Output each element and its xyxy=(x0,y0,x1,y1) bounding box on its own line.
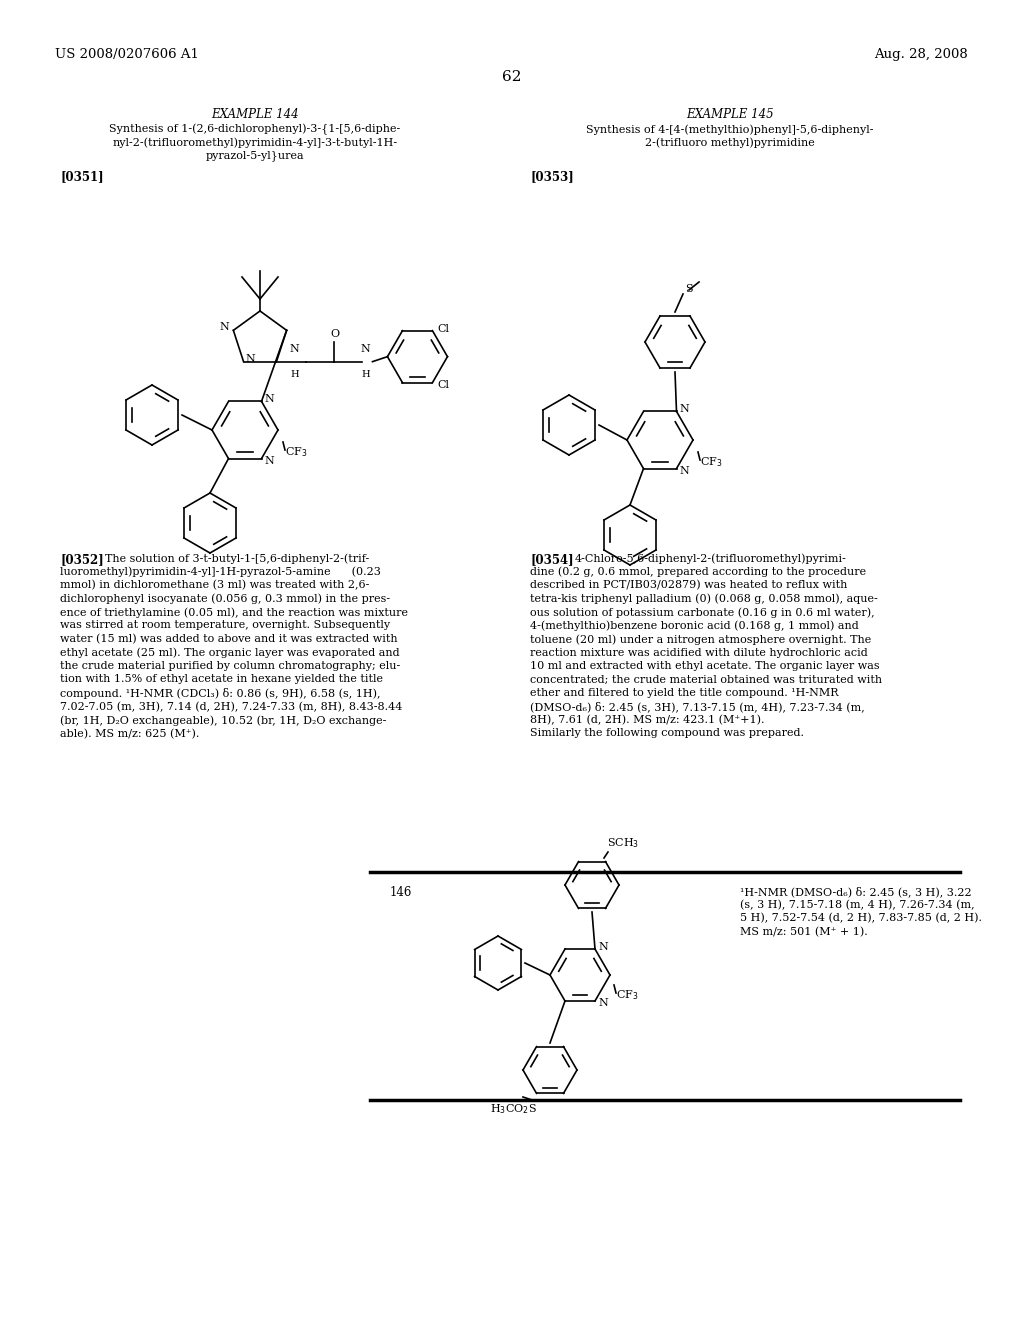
Text: H: H xyxy=(361,370,370,379)
Text: 5 H), 7.52-7.54 (d, 2 H), 7.83-7.85 (d, 2 H).: 5 H), 7.52-7.54 (d, 2 H), 7.83-7.85 (d, … xyxy=(740,913,982,924)
Text: 4-(methylthio)benzene boronic acid (0.168 g, 1 mmol) and: 4-(methylthio)benzene boronic acid (0.16… xyxy=(530,620,859,631)
Text: Cl: Cl xyxy=(437,380,450,389)
Text: reaction mixture was acidified with dilute hydrochloric acid: reaction mixture was acidified with dilu… xyxy=(530,648,867,657)
Text: N: N xyxy=(219,322,229,333)
Text: 7.02-7.05 (m, 3H), 7.14 (d, 2H), 7.24-7.33 (m, 8H), 8.43-8.44: 7.02-7.05 (m, 3H), 7.14 (d, 2H), 7.24-7.… xyxy=(60,701,402,711)
Text: pyrazol-5-yl}urea: pyrazol-5-yl}urea xyxy=(206,150,304,161)
Text: mmol) in dichloromethane (3 ml) was treated with 2,6-: mmol) in dichloromethane (3 ml) was trea… xyxy=(60,579,370,590)
Text: N: N xyxy=(360,343,371,354)
Text: (s, 3 H), 7.15-7.18 (m, 4 H), 7.26-7.34 (m,: (s, 3 H), 7.15-7.18 (m, 4 H), 7.26-7.34 … xyxy=(740,899,975,909)
Text: US 2008/0207606 A1: US 2008/0207606 A1 xyxy=(55,48,199,61)
Text: water (15 ml) was added to above and it was extracted with: water (15 ml) was added to above and it … xyxy=(60,634,397,644)
Text: Aug. 28, 2008: Aug. 28, 2008 xyxy=(874,48,968,61)
Text: dichlorophenyl isocyanate (0.056 g, 0.3 mmol) in the pres-: dichlorophenyl isocyanate (0.056 g, 0.3 … xyxy=(60,594,390,605)
Text: (br, 1H, D₂O exchangeable), 10.52 (br, 1H, D₂O exchange-: (br, 1H, D₂O exchangeable), 10.52 (br, 1… xyxy=(60,715,386,726)
Text: Similarly the following compound was prepared.: Similarly the following compound was pre… xyxy=(530,729,804,738)
Text: (DMSO-d₆) δ: 2.45 (s, 3H), 7.13-7.15 (m, 4H), 7.23-7.34 (m,: (DMSO-d₆) δ: 2.45 (s, 3H), 7.13-7.15 (m,… xyxy=(530,701,864,713)
Text: CF$_3$: CF$_3$ xyxy=(616,989,639,1002)
Text: 2-(trifluoro methyl)pyrimidine: 2-(trifluoro methyl)pyrimidine xyxy=(645,137,815,148)
Text: tetra-kis triphenyl palladium (0) (0.068 g, 0.058 mmol), aque-: tetra-kis triphenyl palladium (0) (0.068… xyxy=(530,594,878,605)
Text: tion with 1.5% of ethyl acetate in hexane yielded the title: tion with 1.5% of ethyl acetate in hexan… xyxy=(60,675,383,685)
Text: EXAMPLE 144: EXAMPLE 144 xyxy=(211,108,299,121)
Text: 62: 62 xyxy=(502,70,522,84)
Text: luoromethyl)pyrimidin-4-yl]-1H-pyrazol-5-amine      (0.23: luoromethyl)pyrimidin-4-yl]-1H-pyrazol-5… xyxy=(60,566,381,577)
Text: The solution of 3-t-butyl-1-[5,6-diphenyl-2-(trif-: The solution of 3-t-butyl-1-[5,6-dipheny… xyxy=(105,553,370,564)
Text: 8H), 7.61 (d, 2H). MS m/z: 423.1 (M⁺+1).: 8H), 7.61 (d, 2H). MS m/z: 423.1 (M⁺+1). xyxy=(530,715,765,726)
Text: toluene (20 ml) under a nitrogen atmosphere overnight. The: toluene (20 ml) under a nitrogen atmosph… xyxy=(530,634,871,644)
Text: O: O xyxy=(330,329,339,339)
Text: nyl-2-(trifluoromethyl)pyrimidin-4-yl]-3-t-butyl-1H-: nyl-2-(trifluoromethyl)pyrimidin-4-yl]-3… xyxy=(113,137,397,148)
Text: described in PCT/IB03/02879) was heated to reflux with: described in PCT/IB03/02879) was heated … xyxy=(530,579,848,590)
Text: Synthesis of 1-(2,6-dichlorophenyl)-3-{1-[5,6-diphe-: Synthesis of 1-(2,6-dichlorophenyl)-3-{1… xyxy=(110,124,400,136)
Text: SCH$_3$: SCH$_3$ xyxy=(607,836,639,850)
Text: S: S xyxy=(685,284,692,294)
Text: compound. ¹H-NMR (CDCl₃) δ: 0.86 (s, 9H), 6.58 (s, 1H),: compound. ¹H-NMR (CDCl₃) δ: 0.86 (s, 9H)… xyxy=(60,688,381,700)
Text: ethyl acetate (25 ml). The organic layer was evaporated and: ethyl acetate (25 ml). The organic layer… xyxy=(60,648,399,659)
Text: N: N xyxy=(598,998,608,1008)
Text: able). MS m/z: 625 (M⁺).: able). MS m/z: 625 (M⁺). xyxy=(60,729,200,739)
Text: N: N xyxy=(290,343,299,354)
Text: [0352]: [0352] xyxy=(60,553,103,566)
Text: dine (0.2 g, 0.6 mmol, prepared according to the procedure: dine (0.2 g, 0.6 mmol, prepared accordin… xyxy=(530,566,866,577)
Text: ¹H-NMR (DMSO-d₆) δ: 2.45 (s, 3 H), 3.22: ¹H-NMR (DMSO-d₆) δ: 2.45 (s, 3 H), 3.22 xyxy=(740,886,972,896)
Text: MS m/z: 501 (M⁺ + 1).: MS m/z: 501 (M⁺ + 1). xyxy=(740,927,867,937)
Text: N: N xyxy=(598,942,608,952)
Text: ether and filtered to yield the title compound. ¹H-NMR: ether and filtered to yield the title co… xyxy=(530,688,839,698)
Text: H: H xyxy=(290,370,299,379)
Text: N: N xyxy=(680,404,689,414)
Text: CF$_3$: CF$_3$ xyxy=(700,455,723,469)
Text: was stirred at room temperature, overnight. Subsequently: was stirred at room temperature, overnig… xyxy=(60,620,390,631)
Text: N: N xyxy=(246,354,255,363)
Text: EXAMPLE 145: EXAMPLE 145 xyxy=(686,108,774,121)
Text: 10 ml and extracted with ethyl acetate. The organic layer was: 10 ml and extracted with ethyl acetate. … xyxy=(530,661,880,671)
Text: Synthesis of 4-[4-(methylthio)phenyl]-5,6-diphenyl-: Synthesis of 4-[4-(methylthio)phenyl]-5,… xyxy=(587,124,873,135)
Text: 146: 146 xyxy=(390,886,413,899)
Text: ous solution of potassium carbonate (0.16 g in 0.6 ml water),: ous solution of potassium carbonate (0.1… xyxy=(530,607,874,618)
Text: Cl: Cl xyxy=(437,323,450,334)
Text: [0354]: [0354] xyxy=(530,553,573,566)
Text: [0351]: [0351] xyxy=(60,170,103,183)
Text: [0353]: [0353] xyxy=(530,170,573,183)
Text: N: N xyxy=(680,466,689,475)
Text: H$_3$CO$_2$S: H$_3$CO$_2$S xyxy=(490,1102,537,1115)
Text: 4-Chloro-5,6-diphenyl-2-(trifluoromethyl)pyrimi-: 4-Chloro-5,6-diphenyl-2-(trifluoromethyl… xyxy=(575,553,847,564)
Text: the crude material purified by column chromatography; elu-: the crude material purified by column ch… xyxy=(60,661,400,671)
Text: N: N xyxy=(264,395,274,404)
Text: CF$_3$: CF$_3$ xyxy=(285,445,307,459)
Text: concentrated; the crude material obtained was triturated with: concentrated; the crude material obtaine… xyxy=(530,675,882,685)
Text: ence of triethylamine (0.05 ml), and the reaction was mixture: ence of triethylamine (0.05 ml), and the… xyxy=(60,607,408,618)
Text: N: N xyxy=(264,455,274,466)
